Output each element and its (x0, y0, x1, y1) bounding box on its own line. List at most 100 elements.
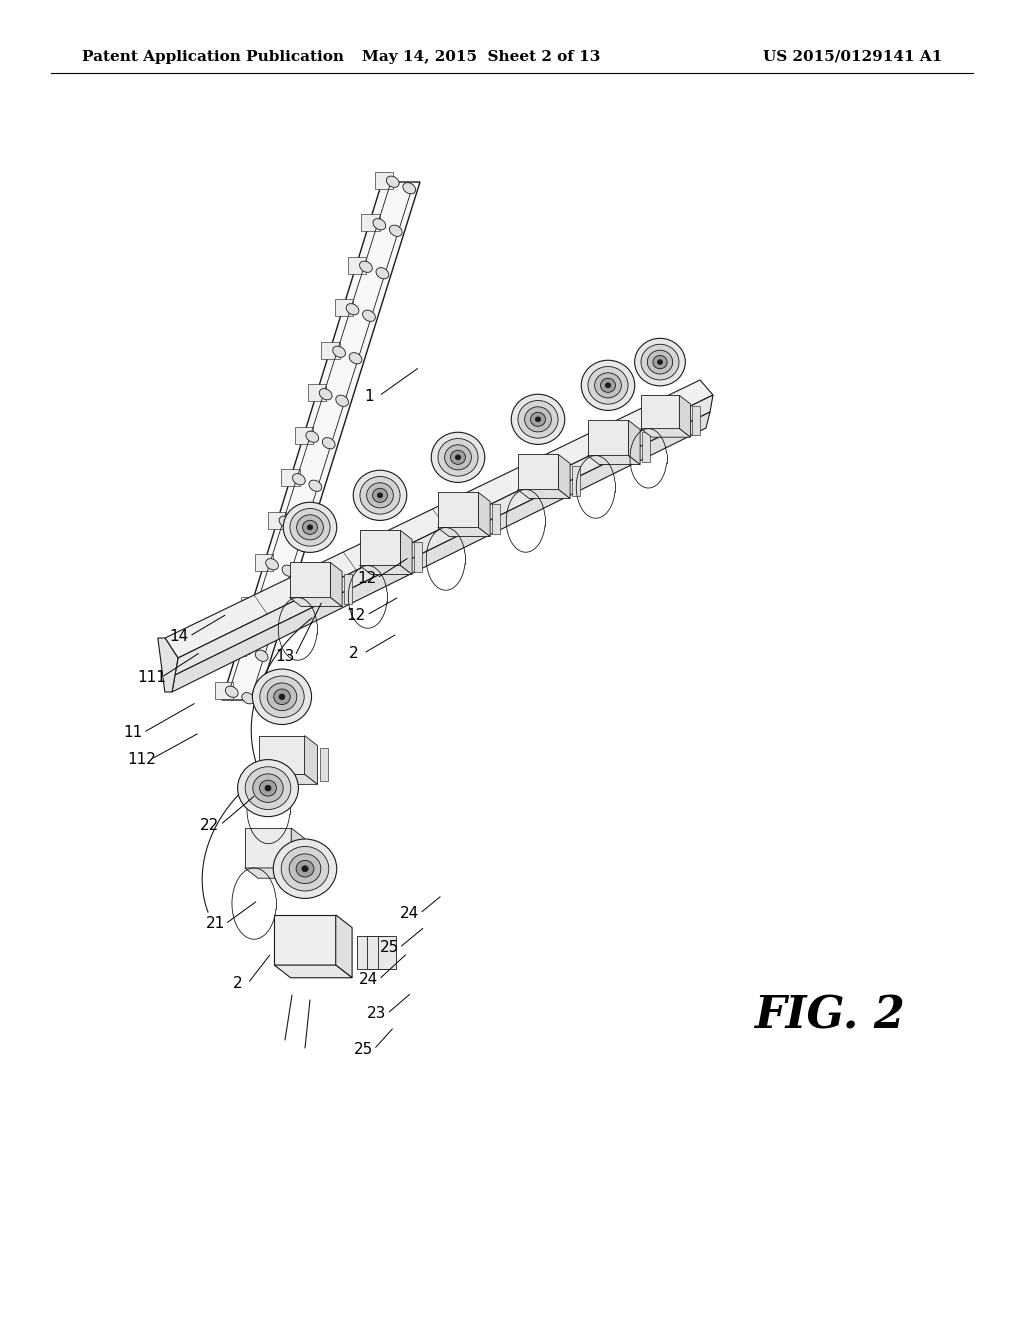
Ellipse shape (359, 261, 373, 272)
Polygon shape (344, 574, 352, 603)
Ellipse shape (605, 383, 610, 388)
Polygon shape (175, 395, 713, 675)
Ellipse shape (290, 508, 330, 546)
Polygon shape (641, 429, 690, 437)
Polygon shape (290, 562, 331, 598)
Polygon shape (228, 639, 247, 656)
Polygon shape (359, 531, 400, 565)
Polygon shape (378, 936, 396, 969)
Polygon shape (588, 421, 629, 455)
Ellipse shape (376, 268, 389, 279)
Polygon shape (414, 541, 422, 572)
Polygon shape (437, 492, 478, 528)
Ellipse shape (353, 470, 407, 520)
Polygon shape (572, 466, 580, 496)
Ellipse shape (259, 780, 276, 796)
Ellipse shape (536, 417, 541, 422)
Ellipse shape (657, 360, 663, 364)
Text: 12: 12 (347, 607, 366, 623)
Ellipse shape (641, 345, 679, 380)
Text: 11: 11 (124, 725, 142, 741)
Polygon shape (295, 426, 313, 444)
Ellipse shape (600, 379, 615, 392)
Polygon shape (304, 735, 317, 784)
Ellipse shape (253, 774, 284, 803)
Polygon shape (588, 455, 640, 465)
Ellipse shape (289, 854, 321, 883)
Ellipse shape (635, 338, 685, 385)
Polygon shape (259, 775, 317, 784)
Polygon shape (437, 528, 490, 537)
Polygon shape (245, 869, 304, 878)
Ellipse shape (360, 477, 400, 515)
Polygon shape (517, 454, 558, 490)
Ellipse shape (273, 689, 290, 705)
Ellipse shape (377, 492, 383, 498)
Ellipse shape (265, 558, 279, 570)
Ellipse shape (306, 432, 318, 442)
Polygon shape (368, 936, 386, 969)
Text: FIG. 2: FIG. 2 (754, 995, 905, 1038)
Ellipse shape (282, 565, 295, 577)
Polygon shape (274, 915, 336, 965)
Ellipse shape (267, 682, 297, 710)
Polygon shape (158, 638, 178, 692)
Ellipse shape (518, 400, 558, 438)
Polygon shape (335, 300, 353, 317)
Ellipse shape (255, 651, 268, 661)
Polygon shape (400, 531, 412, 574)
Ellipse shape (307, 525, 312, 529)
Ellipse shape (336, 395, 348, 407)
Polygon shape (692, 407, 699, 434)
Ellipse shape (431, 432, 484, 482)
Polygon shape (331, 562, 342, 607)
Ellipse shape (386, 176, 399, 187)
Text: 23: 23 (368, 1006, 386, 1022)
Ellipse shape (333, 346, 345, 358)
Polygon shape (679, 396, 690, 437)
Polygon shape (268, 512, 287, 529)
Ellipse shape (530, 412, 546, 426)
Ellipse shape (438, 438, 478, 477)
Text: 24: 24 (400, 906, 419, 921)
Polygon shape (306, 841, 315, 875)
Polygon shape (319, 748, 328, 781)
Ellipse shape (268, 607, 282, 619)
Polygon shape (357, 936, 376, 969)
Ellipse shape (588, 367, 628, 404)
Ellipse shape (349, 352, 361, 364)
Ellipse shape (245, 767, 291, 809)
Ellipse shape (302, 520, 317, 535)
Ellipse shape (653, 355, 667, 368)
Polygon shape (478, 492, 490, 537)
Text: Patent Application Publication: Patent Application Publication (82, 50, 344, 63)
Text: 14: 14 (170, 628, 188, 644)
Ellipse shape (239, 644, 252, 655)
Ellipse shape (253, 669, 311, 725)
Ellipse shape (323, 438, 335, 449)
Polygon shape (291, 828, 304, 878)
Polygon shape (274, 965, 352, 978)
Polygon shape (215, 682, 233, 700)
Polygon shape (558, 454, 570, 499)
Text: 13: 13 (275, 648, 294, 664)
Polygon shape (493, 504, 500, 533)
Polygon shape (642, 432, 650, 462)
Polygon shape (242, 597, 260, 614)
Text: 112: 112 (127, 751, 156, 767)
Text: 25: 25 (380, 940, 398, 956)
Ellipse shape (373, 488, 387, 503)
Ellipse shape (444, 445, 471, 470)
Text: 111: 111 (137, 669, 166, 685)
Text: 2: 2 (348, 645, 358, 661)
Polygon shape (361, 214, 380, 231)
Polygon shape (259, 735, 304, 775)
Ellipse shape (296, 861, 314, 876)
Polygon shape (165, 380, 713, 657)
Text: 24: 24 (359, 972, 378, 987)
Ellipse shape (273, 840, 337, 899)
Ellipse shape (582, 360, 635, 411)
Polygon shape (290, 598, 342, 607)
Ellipse shape (242, 693, 255, 704)
Ellipse shape (225, 686, 239, 697)
